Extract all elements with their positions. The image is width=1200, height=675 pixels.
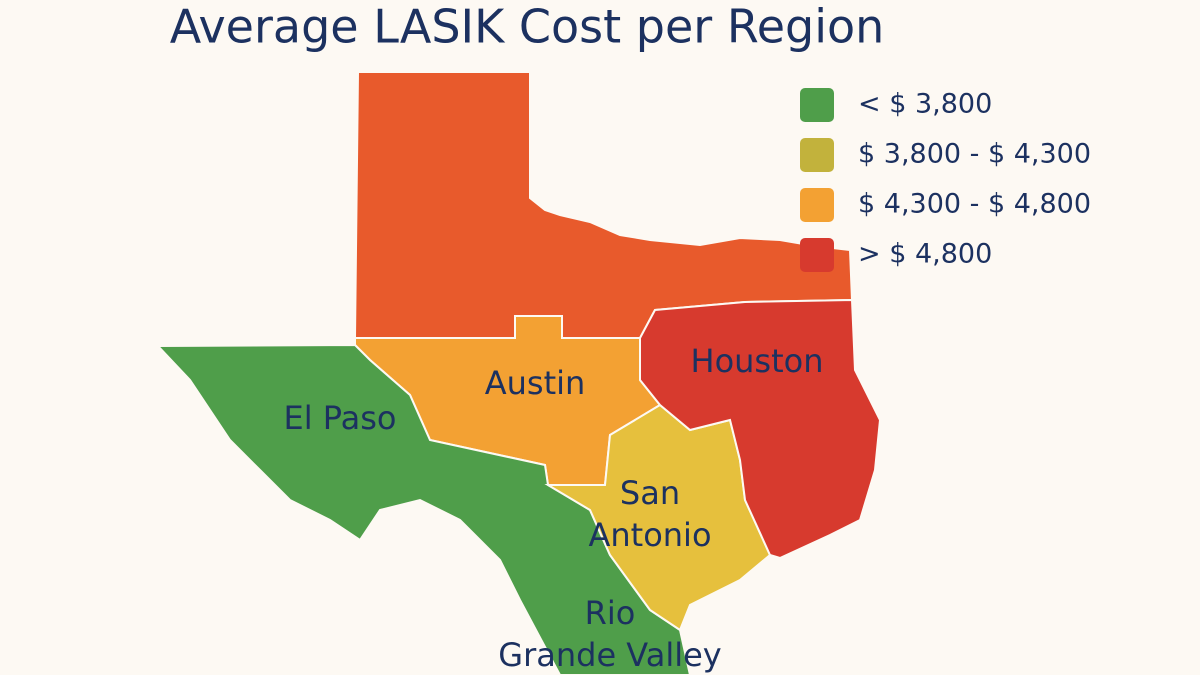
region-label: Austin: [485, 364, 586, 402]
legend-swatch: [800, 188, 834, 222]
region-label: El Paso: [284, 399, 397, 437]
legend-label: $ 4,300 - $ 4,800: [858, 189, 1091, 220]
region-label: Antonio: [588, 516, 711, 554]
region-label: Grande Valley: [498, 636, 721, 674]
region-label: Rio: [585, 594, 636, 632]
map-title: Average LASIK Cost per Region: [170, 0, 885, 54]
region-el-paso-rio-grande: [155, 343, 692, 675]
legend-label: $ 3,800 - $ 4,300: [858, 139, 1091, 170]
region-labels: Houston Austin El Paso San Antonio Rio Grande …: [284, 342, 824, 674]
legend-swatch: [800, 88, 834, 122]
legend-label: > $ 4,800: [858, 239, 992, 270]
legend-label: < $ 3,800: [858, 89, 992, 120]
region-houston: [639, 298, 882, 560]
region-label: Houston: [691, 342, 824, 380]
texas-map: [155, 71, 882, 675]
legend-swatch: [800, 238, 834, 272]
legend-swatch: [800, 138, 834, 172]
legend: < $ 3,800 $ 3,800 - $ 4,300 $ 4,300 - $ 4,…: [800, 88, 1091, 272]
region-label: San: [620, 474, 680, 512]
